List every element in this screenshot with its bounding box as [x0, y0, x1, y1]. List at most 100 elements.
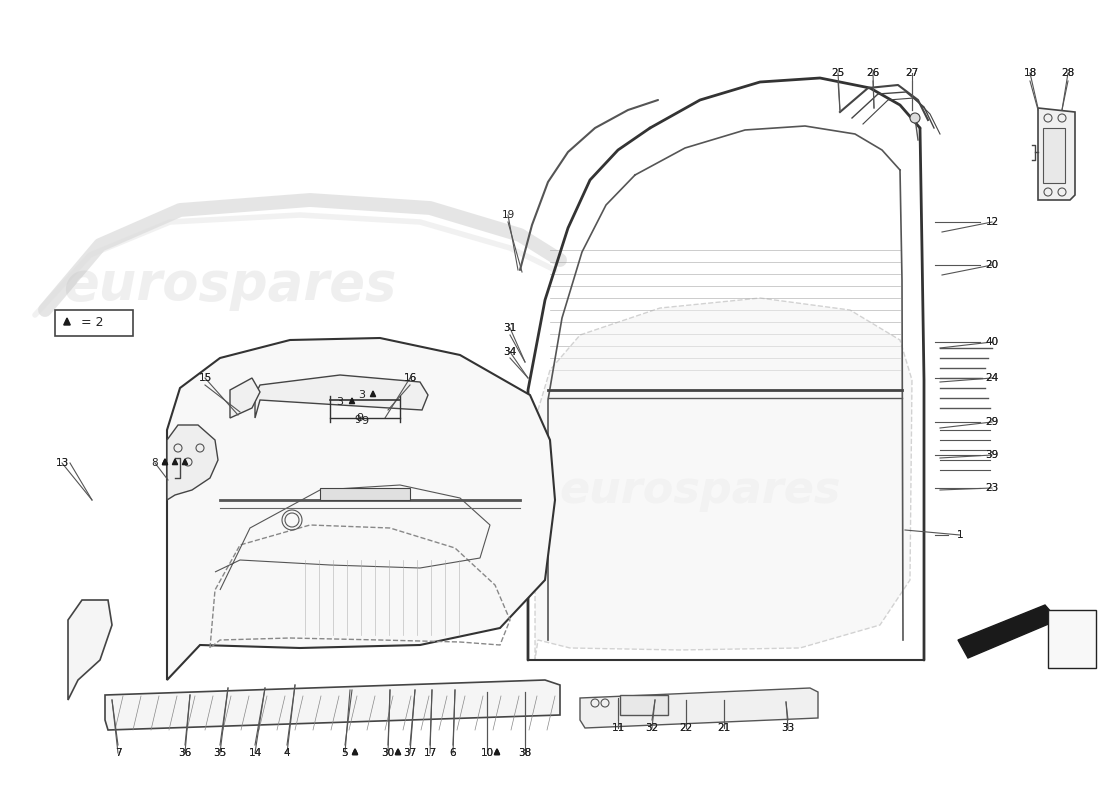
- Polygon shape: [173, 459, 177, 465]
- Text: 24: 24: [986, 373, 999, 383]
- Text: 5: 5: [342, 748, 349, 758]
- Text: 29: 29: [986, 417, 999, 427]
- Text: 10: 10: [481, 748, 494, 758]
- Bar: [1043, 128, 1065, 183]
- Polygon shape: [395, 749, 400, 754]
- Text: 22: 22: [680, 723, 693, 733]
- Text: 13: 13: [55, 458, 68, 468]
- Polygon shape: [255, 375, 428, 418]
- Text: 30: 30: [382, 748, 395, 758]
- Polygon shape: [1038, 108, 1075, 200]
- Text: 11: 11: [612, 723, 625, 733]
- Text: 14: 14: [249, 748, 262, 758]
- Text: 24: 24: [986, 373, 999, 383]
- Text: 21: 21: [717, 723, 730, 733]
- Text: 36: 36: [178, 748, 191, 758]
- Polygon shape: [64, 318, 70, 325]
- Text: 25: 25: [832, 68, 845, 78]
- Text: 3: 3: [358, 390, 365, 400]
- Text: 25: 25: [832, 68, 845, 78]
- Circle shape: [910, 113, 920, 123]
- Text: 7: 7: [114, 748, 121, 758]
- Text: 28: 28: [1062, 68, 1075, 78]
- Text: 17: 17: [424, 748, 437, 758]
- Text: 13: 13: [55, 458, 68, 468]
- Polygon shape: [167, 338, 556, 680]
- Text: 4: 4: [284, 748, 290, 758]
- Text: 20: 20: [986, 260, 999, 270]
- Text: 36: 36: [178, 748, 191, 758]
- Polygon shape: [371, 391, 375, 397]
- Text: 3: 3: [337, 397, 343, 407]
- Polygon shape: [350, 398, 354, 403]
- Text: 7: 7: [114, 748, 121, 758]
- Text: 27: 27: [905, 68, 918, 78]
- Text: 1: 1: [957, 530, 964, 540]
- Text: 20: 20: [986, 260, 999, 270]
- Text: 26: 26: [867, 68, 880, 78]
- Text: 34: 34: [504, 347, 517, 357]
- Text: = 2: = 2: [81, 317, 103, 330]
- Polygon shape: [167, 425, 218, 500]
- Text: 33: 33: [781, 723, 794, 733]
- Polygon shape: [230, 378, 260, 418]
- Polygon shape: [352, 749, 358, 754]
- Polygon shape: [395, 749, 400, 754]
- Text: 26: 26: [867, 68, 880, 78]
- Polygon shape: [535, 298, 912, 660]
- Polygon shape: [183, 459, 188, 465]
- Text: 22: 22: [680, 723, 693, 733]
- Bar: [55, 310, 133, 336]
- Text: 39: 39: [986, 450, 999, 460]
- Text: 16: 16: [404, 373, 417, 383]
- Text: 35: 35: [213, 748, 227, 758]
- Polygon shape: [163, 459, 167, 465]
- Text: 12: 12: [986, 217, 999, 227]
- Text: 18: 18: [1023, 68, 1036, 78]
- Text: 4: 4: [284, 748, 290, 758]
- Text: 40: 40: [986, 337, 999, 347]
- Text: 34: 34: [504, 347, 517, 357]
- Text: 39: 39: [986, 450, 999, 460]
- Bar: [320, 488, 410, 500]
- Polygon shape: [958, 605, 1058, 658]
- Polygon shape: [352, 749, 358, 754]
- Polygon shape: [494, 749, 499, 754]
- Text: 6: 6: [450, 748, 456, 758]
- Text: 38: 38: [518, 748, 531, 758]
- Text: 1: 1: [957, 530, 964, 540]
- Text: 18: 18: [1023, 68, 1036, 78]
- Text: 40: 40: [986, 337, 999, 347]
- Text: 29: 29: [986, 417, 999, 427]
- Text: eurospares: eurospares: [559, 469, 840, 511]
- Text: 31: 31: [504, 323, 517, 333]
- Polygon shape: [104, 680, 560, 730]
- Polygon shape: [163, 459, 167, 465]
- Text: eurospares: eurospares: [64, 259, 397, 311]
- Text: 32: 32: [646, 723, 659, 733]
- Text: 17: 17: [424, 748, 437, 758]
- Text: 11: 11: [612, 723, 625, 733]
- Text: 37: 37: [404, 748, 417, 758]
- Text: 15: 15: [198, 373, 211, 383]
- Bar: [620, 695, 668, 715]
- Text: 9: 9: [354, 415, 361, 425]
- Text: 31: 31: [504, 323, 517, 333]
- Text: 5: 5: [342, 748, 349, 758]
- Polygon shape: [494, 749, 499, 754]
- Text: 16: 16: [404, 373, 417, 383]
- Text: 9: 9: [362, 416, 369, 426]
- Text: 12: 12: [986, 217, 999, 227]
- Text: 35: 35: [213, 748, 227, 758]
- Text: 14: 14: [249, 748, 262, 758]
- Text: 37: 37: [404, 748, 417, 758]
- Polygon shape: [68, 600, 112, 700]
- Text: 33: 33: [781, 723, 794, 733]
- Text: 9: 9: [356, 413, 364, 423]
- Text: 30: 30: [382, 748, 395, 758]
- Text: 23: 23: [986, 483, 999, 493]
- Text: 19: 19: [502, 210, 515, 220]
- Text: 15: 15: [198, 373, 211, 383]
- Text: 10: 10: [481, 748, 494, 758]
- Text: 27: 27: [905, 68, 918, 78]
